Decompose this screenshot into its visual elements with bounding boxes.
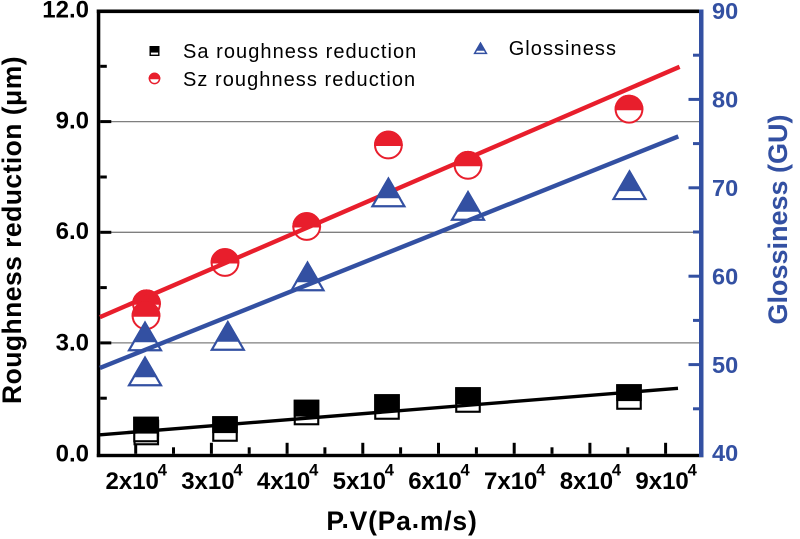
svg-text:Roughness reduction (μm): Roughness reduction (μm): [0, 56, 27, 404]
svg-text:8x10: 8x10: [560, 468, 613, 495]
svg-text:6.0: 6.0: [56, 218, 89, 245]
svg-text:9.0: 9.0: [56, 107, 89, 134]
svg-text:4: 4: [612, 462, 622, 480]
svg-text:4: 4: [385, 462, 395, 480]
svg-text:P.V(Pa.m/s): P.V(Pa.m/s): [326, 504, 477, 536]
svg-text:6x10: 6x10: [408, 468, 461, 495]
svg-text:4: 4: [158, 462, 168, 480]
svg-text:50: 50: [712, 352, 738, 378]
svg-text:4: 4: [233, 462, 243, 480]
svg-text:0.0: 0.0: [56, 440, 89, 467]
svg-text:70: 70: [712, 175, 738, 201]
svg-text:Glossiness (GU): Glossiness (GU): [763, 114, 793, 324]
svg-text:Glossiness: Glossiness: [509, 38, 617, 60]
svg-text:12.0: 12.0: [42, 0, 89, 24]
svg-text:4: 4: [309, 462, 319, 480]
svg-text:7x10: 7x10: [484, 468, 537, 495]
svg-text:9x10: 9x10: [635, 468, 688, 495]
svg-text:3.0: 3.0: [56, 330, 89, 357]
svg-text:4: 4: [461, 462, 471, 480]
svg-text:90: 90: [712, 0, 738, 24]
svg-text:40: 40: [712, 440, 738, 466]
svg-text:4x10: 4x10: [257, 468, 310, 495]
svg-text:5x10: 5x10: [333, 468, 386, 495]
svg-text:3x10: 3x10: [181, 468, 234, 495]
svg-text:4: 4: [688, 462, 698, 480]
svg-text:Sa roughness reduction: Sa roughness reduction: [183, 41, 417, 63]
svg-text:60: 60: [712, 263, 738, 289]
svg-text:80: 80: [712, 87, 738, 113]
svg-text:2x10: 2x10: [106, 468, 159, 495]
svg-text:4: 4: [536, 462, 546, 480]
svg-text:Sz roughness reduction: Sz roughness reduction: [183, 69, 416, 91]
